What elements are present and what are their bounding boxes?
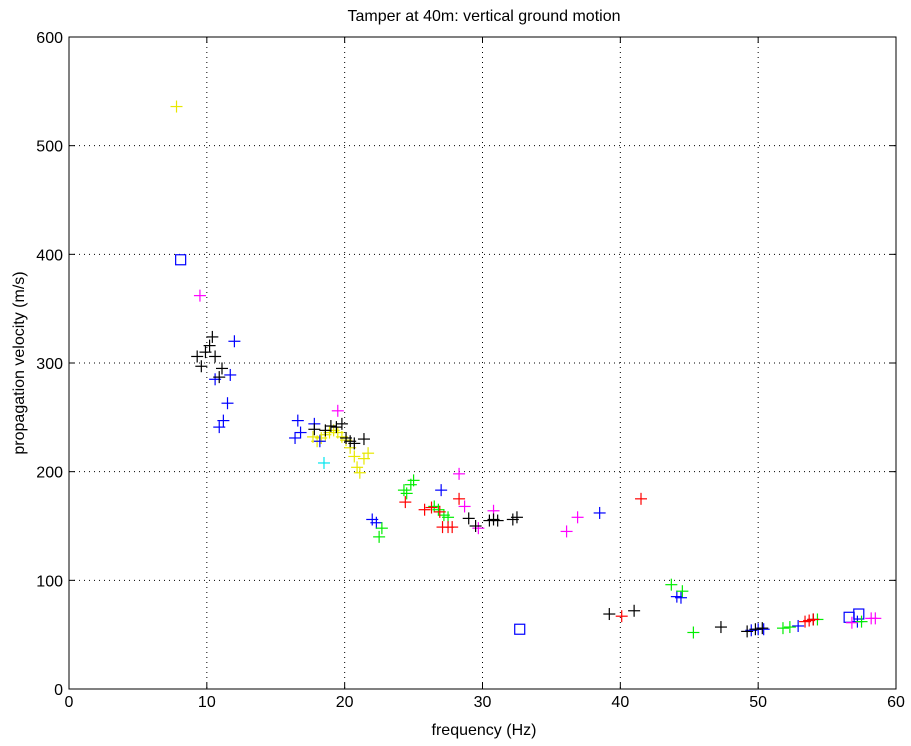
data-point-plus	[353, 466, 366, 479]
data-point-plus	[845, 616, 858, 629]
y-tick-label: 100	[36, 573, 63, 590]
data-point-plus	[228, 335, 241, 348]
data-point-square	[853, 608, 865, 620]
data-point-plus	[330, 421, 343, 434]
x-tick-label: 60	[887, 694, 905, 711]
data-point-plus	[446, 521, 459, 534]
data-point-plus	[373, 530, 386, 543]
data-point-plus	[362, 447, 375, 460]
data-point-square	[175, 254, 187, 266]
x-tick-label: 10	[198, 694, 216, 711]
data-point-plus	[317, 456, 330, 469]
data-point-plus	[308, 423, 321, 436]
data-point-plus	[433, 505, 446, 518]
data-point-plus	[418, 503, 431, 516]
data-point-plus	[435, 484, 448, 497]
data-point-plus	[425, 501, 438, 514]
data-point-plus	[213, 421, 226, 434]
chart-title: Tamper at 40m: vertical ground motion	[347, 8, 620, 25]
x-tick-label: 40	[611, 694, 629, 711]
y-tick-label: 0	[54, 682, 63, 699]
data-point-plus	[603, 608, 616, 621]
data-point-plus	[453, 467, 466, 480]
data-point-plus	[291, 414, 304, 427]
data-point-plus	[510, 511, 523, 524]
data-point-plus	[792, 619, 805, 632]
data-point-plus	[432, 503, 445, 516]
data-point-plus	[462, 512, 475, 525]
data-point-plus	[324, 420, 337, 433]
data-point-plus	[407, 474, 420, 487]
data-point-plus	[615, 610, 628, 623]
data-point-plus	[348, 450, 361, 463]
data-point-plus	[209, 350, 222, 363]
data-point-plus	[221, 397, 234, 410]
data-point-plus	[665, 578, 678, 591]
data-point-plus	[170, 100, 183, 113]
data-point-plus	[687, 626, 700, 639]
data-points	[170, 100, 882, 639]
data-point-plus	[855, 615, 868, 628]
data-point-plus	[869, 612, 882, 625]
data-point-plus	[375, 522, 388, 535]
data-point-plus	[217, 414, 230, 427]
y-tick-label: 300	[36, 356, 63, 373]
data-point-plus	[195, 360, 208, 373]
data-point-plus	[491, 514, 504, 527]
data-point-plus	[807, 613, 820, 626]
x-axis-label: frequency (Hz)	[432, 722, 537, 739]
y-tick-label: 500	[36, 139, 63, 156]
data-point-plus	[571, 511, 584, 524]
x-tick-label: 0	[65, 694, 74, 711]
data-point-square	[843, 611, 855, 623]
y-tick-label: 400	[36, 247, 63, 264]
data-point-plus	[469, 520, 482, 532]
data-point-plus	[783, 621, 796, 634]
data-point-plus	[313, 435, 326, 448]
data-point-plus	[453, 492, 466, 505]
data-point-plus	[628, 604, 641, 617]
y-tick-label: 200	[36, 465, 63, 482]
data-point-plus	[676, 585, 689, 598]
data-point-plus	[635, 492, 648, 505]
data-point-plus	[370, 516, 383, 529]
data-point-plus	[203, 339, 216, 352]
data-point-plus	[472, 522, 485, 535]
gridlines	[69, 37, 896, 689]
data-point-plus	[400, 487, 413, 500]
data-point-plus	[331, 404, 344, 417]
data-point-plus	[399, 496, 412, 509]
data-point-plus	[351, 461, 364, 474]
data-point-plus	[714, 621, 727, 634]
data-point-plus	[348, 437, 361, 450]
data-point-plus	[335, 417, 348, 430]
data-point-plus	[674, 591, 687, 604]
data-point-plus	[213, 371, 226, 384]
data-point-plus	[756, 622, 769, 635]
y-axis-label: propagation velocity (m/s)	[11, 271, 28, 454]
data-point-plus	[593, 506, 606, 519]
data-point-plus	[215, 362, 228, 375]
data-point-plus	[193, 289, 206, 302]
data-point-plus	[294, 426, 307, 439]
data-point-plus	[741, 625, 754, 638]
data-point-plus	[749, 623, 762, 636]
data-point-plus	[560, 525, 573, 538]
data-point-plus	[224, 368, 237, 381]
data-point-plus	[191, 350, 204, 363]
data-point-plus	[776, 622, 789, 635]
data-point-plus	[206, 330, 219, 343]
x-tick-label: 20	[336, 694, 354, 711]
x-tick-label: 50	[749, 694, 767, 711]
data-point-plus	[199, 346, 212, 359]
data-point-plus	[357, 433, 370, 446]
data-point-plus	[397, 484, 410, 497]
data-point-plus	[289, 431, 302, 444]
y-tick-label: 600	[36, 30, 63, 47]
x-tick-label: 30	[474, 694, 492, 711]
data-point-plus	[458, 500, 471, 513]
data-point-square	[514, 623, 526, 635]
